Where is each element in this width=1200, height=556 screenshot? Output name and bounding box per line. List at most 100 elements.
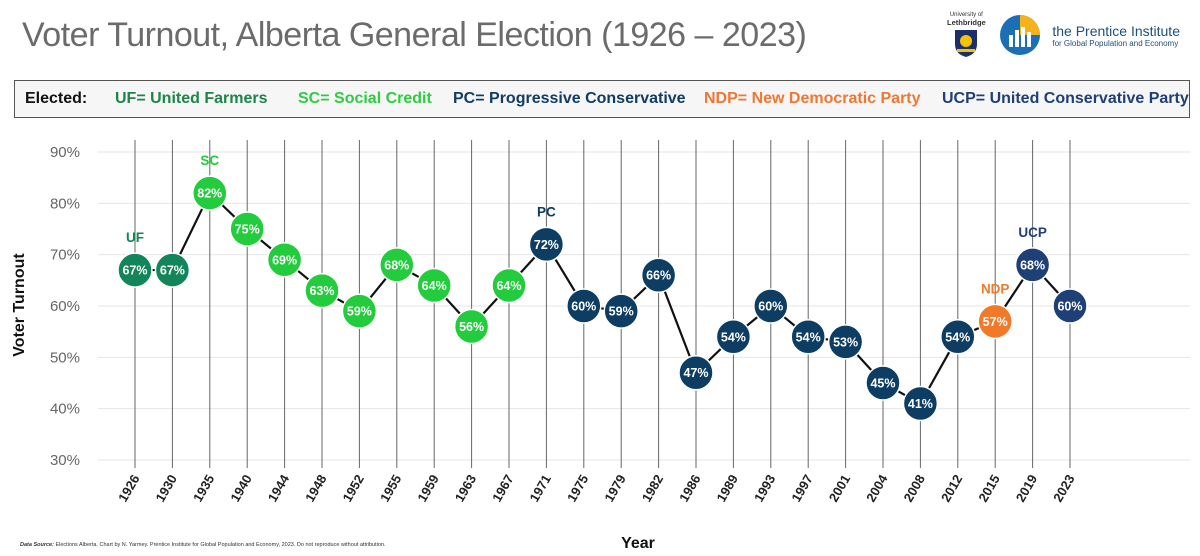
- x-tick-label: 1944: [265, 471, 293, 504]
- x-tick-label: 1971: [527, 472, 554, 505]
- x-tick-label: 2023: [1050, 472, 1077, 505]
- data-label: 54%: [796, 330, 821, 344]
- party-annotation: UF: [126, 230, 144, 245]
- y-tick-label: 60%: [50, 298, 80, 315]
- university-crest-icon: [955, 30, 978, 57]
- data-point-marker: [341, 293, 378, 329]
- university-small-label: University of: [949, 12, 983, 18]
- x-tick-label: 1930: [153, 472, 180, 505]
- data-point-marker: [416, 267, 452, 304]
- x-tick-label: 1955: [377, 472, 404, 505]
- data-label: 60%: [1057, 300, 1082, 314]
- logos: University of Lethbridge the Prentice In…: [944, 12, 1180, 58]
- data-point-marker: [566, 288, 602, 324]
- data-label: 45%: [870, 377, 895, 391]
- party-annotation: NDP: [981, 281, 1010, 296]
- data-label: 53%: [833, 335, 858, 349]
- x-tick-label: 1979: [601, 472, 628, 505]
- x-tick-label: 1959: [414, 472, 441, 505]
- x-tick-label: 1993: [751, 472, 778, 505]
- prentice-name: the Prentice Institute: [1052, 22, 1180, 39]
- x-tick-label: 1940: [227, 472, 254, 505]
- x-tick-label: 1952: [340, 472, 367, 505]
- x-tick-label: 2015: [975, 472, 1002, 505]
- data-point-marker: [603, 293, 639, 329]
- x-tick-label: 1963: [452, 472, 479, 505]
- data-point-marker: [528, 226, 565, 263]
- data-point-marker: [640, 257, 677, 293]
- data-label: 57%: [983, 315, 1008, 329]
- data-point-marker: [229, 211, 265, 247]
- legend-item-ndp: NDP= New Democratic Party: [704, 90, 921, 107]
- data-label: 68%: [384, 258, 409, 272]
- data-label: 59%: [347, 305, 372, 319]
- data-point-marker: [117, 252, 153, 288]
- data-label: 54%: [945, 330, 970, 344]
- source-text: Elections Alberta. Chart by N. Yarmey. P…: [55, 542, 386, 548]
- chart-title: Voter Turnout, Alberta General Election …: [22, 16, 807, 54]
- data-source-note: Data Source: Elections Alberta. Chart by…: [20, 542, 386, 548]
- y-tick-label: 40%: [50, 401, 80, 418]
- data-point-marker: [453, 308, 490, 345]
- data-label: 68%: [1020, 258, 1045, 272]
- data-point-marker: [1052, 288, 1088, 324]
- y-tick-label: 70%: [50, 247, 80, 264]
- data-label: 64%: [422, 279, 447, 293]
- x-tick-label: 1935: [190, 472, 217, 505]
- data-label: 75%: [235, 223, 260, 237]
- data-label: 66%: [646, 269, 671, 283]
- party-annotation: SC: [200, 153, 219, 168]
- data-point-marker: [379, 247, 415, 283]
- x-tick-label: 2012: [938, 472, 965, 505]
- legend-item-uf: UF= United Farmers: [115, 90, 268, 107]
- x-tick-label: 1982: [639, 472, 666, 505]
- prentice-logo-icon: [1000, 15, 1041, 55]
- legend-item-ucp: UCP= United Conservative Party: [942, 90, 1189, 107]
- data-label: 56%: [459, 320, 484, 334]
- y-tick-label: 90%: [50, 144, 80, 161]
- data-point-marker: [753, 288, 789, 324]
- x-tick-label: 1948: [302, 472, 329, 505]
- y-tick-label: 80%: [50, 195, 80, 212]
- x-tick-label: 1967: [489, 472, 516, 505]
- legend-item-sc: SC= Social Credit: [298, 90, 432, 107]
- x-tick-label: 1926: [115, 472, 142, 505]
- data-point-marker: [678, 354, 714, 391]
- data-label: 82%: [197, 187, 222, 201]
- x-tick-label: 2004: [863, 471, 891, 504]
- x-tick-label: 2008: [901, 472, 928, 505]
- data-label: 67%: [122, 264, 147, 278]
- data-label: 63%: [309, 284, 334, 298]
- data-point-marker: [491, 267, 527, 304]
- data-label: 41%: [908, 397, 933, 411]
- data-label: 72%: [534, 238, 559, 252]
- data-point-marker: [865, 365, 901, 401]
- data-point-marker: [790, 319, 826, 355]
- data-label: 60%: [758, 300, 783, 314]
- legend-label: Elected:: [25, 90, 88, 107]
- x-tick-label: 2001: [826, 472, 853, 505]
- data-point-marker: [304, 272, 340, 309]
- y-axis-title: Voter Turnout: [11, 253, 28, 357]
- y-tick-label: 50%: [50, 349, 80, 366]
- y-tick-label: 30%: [50, 452, 80, 469]
- university-name: Lethbridge: [946, 18, 986, 27]
- university-logo: University of Lethbridge: [944, 12, 988, 58]
- turnout-series-line: [135, 191, 1071, 406]
- data-label: 60%: [571, 300, 596, 314]
- data-point-marker: [266, 242, 303, 278]
- data-point-marker: [192, 175, 228, 211]
- data-point-marker: [827, 324, 864, 360]
- party-annotation: PC: [537, 204, 556, 219]
- x-axis-title: Year: [621, 535, 655, 552]
- party-legend: Elected: UF= United Farmers SC= Social C…: [14, 80, 1190, 118]
- data-point-marker: [154, 252, 191, 288]
- x-tick-label: 1975: [564, 472, 591, 505]
- x-tick-label: 2019: [1013, 472, 1040, 505]
- party-annotation: UCP: [1018, 225, 1047, 240]
- data-point-marker: [1014, 247, 1051, 283]
- data-label: 47%: [683, 366, 708, 380]
- data-label: 69%: [272, 253, 297, 267]
- source-label: Data Source:: [20, 542, 54, 548]
- data-label: 64%: [496, 279, 521, 293]
